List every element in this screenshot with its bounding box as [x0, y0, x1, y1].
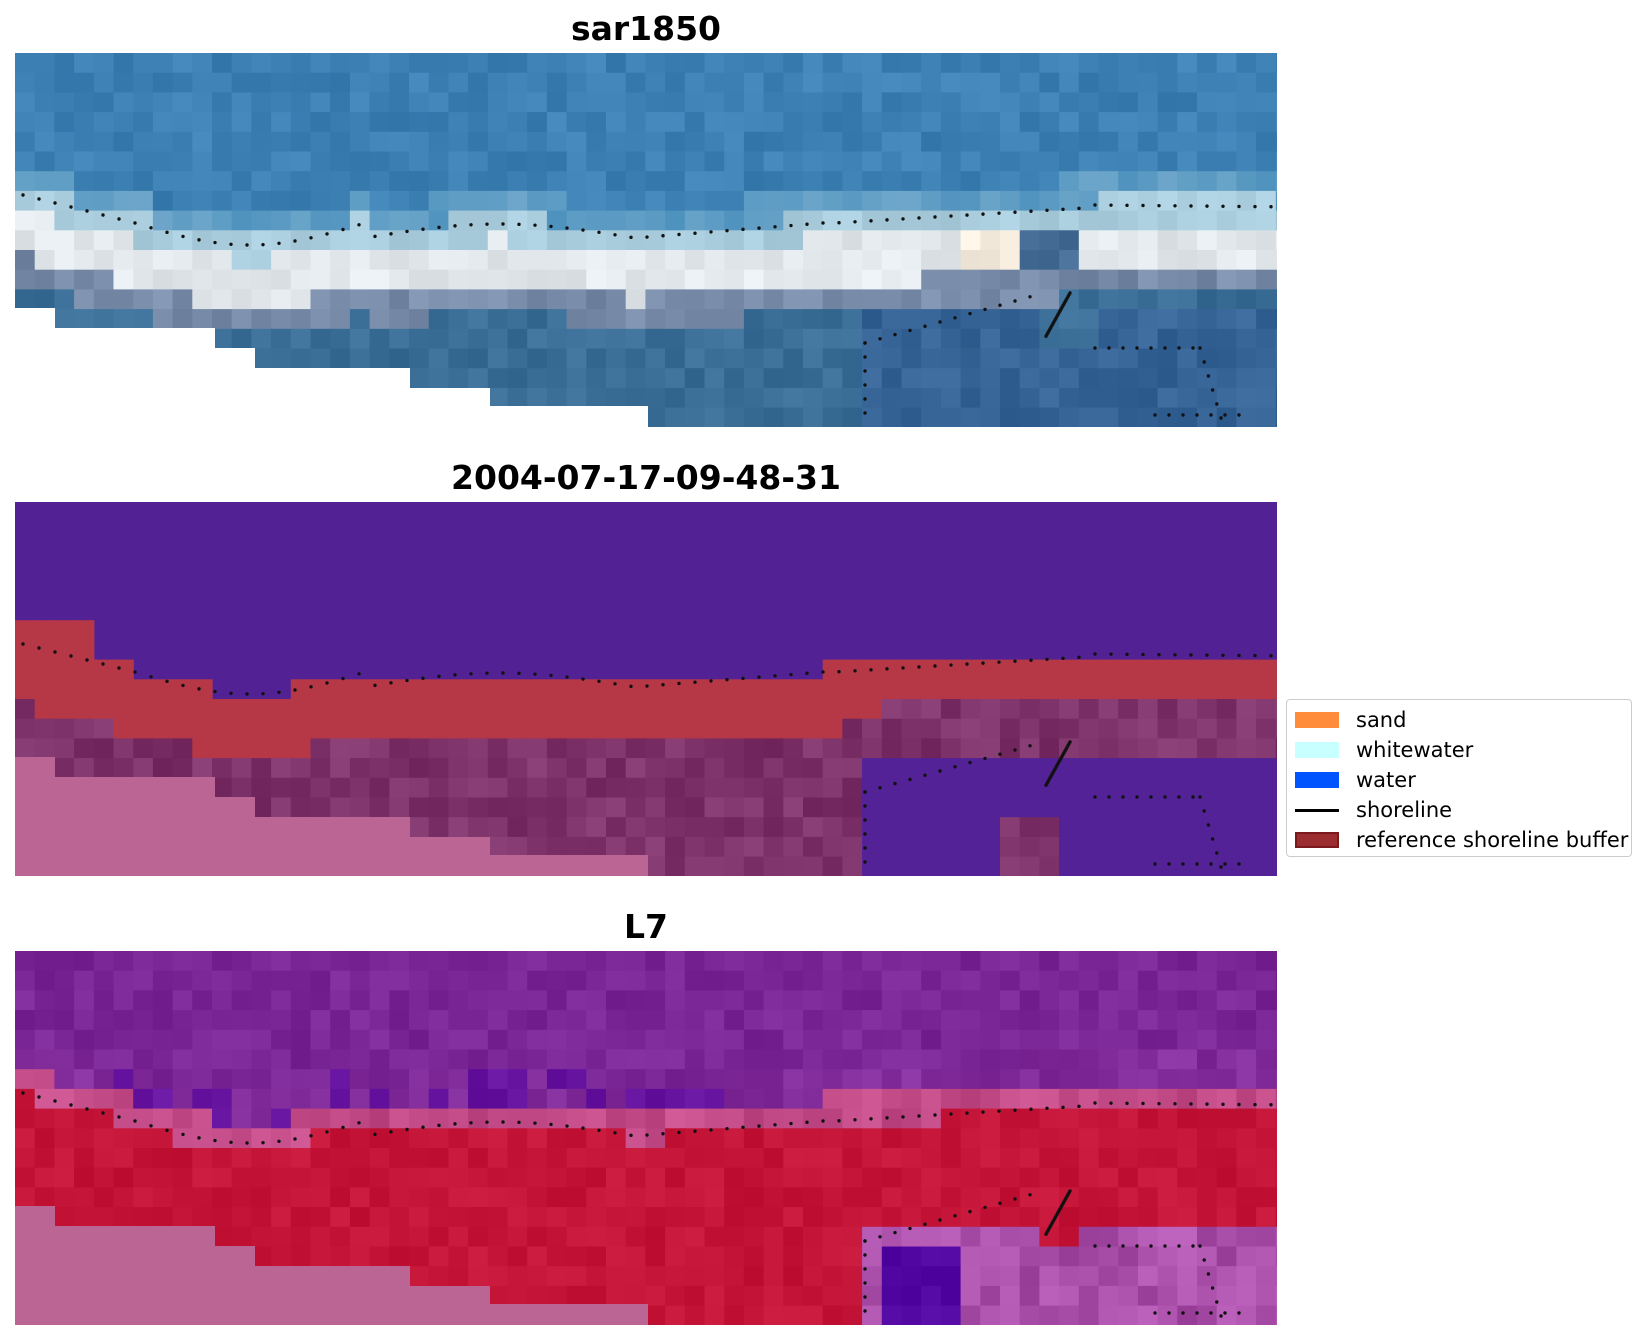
- legend-label-shoreline: shoreline: [1356, 798, 1453, 822]
- panel-title-sar1850: sar1850: [570, 9, 722, 48]
- legend-label-water: water: [1356, 768, 1416, 792]
- panel-image-rgb: [15, 53, 1277, 427]
- legend-label-whitewater: whitewater: [1356, 738, 1474, 762]
- legend-item-whitewater: whitewater: [1293, 735, 1625, 765]
- buffer-swatch: [1295, 832, 1339, 848]
- water-swatch: [1295, 772, 1339, 788]
- legend-item-buffer: reference shoreline buffer: [1293, 825, 1629, 855]
- rgb-satellite-image: [15, 53, 1277, 427]
- legend-item-shoreline: shoreline: [1293, 795, 1625, 825]
- panel-title-l7: L7: [624, 907, 668, 946]
- panel-image-classification: [15, 502, 1277, 876]
- shoreline-line-swatch: [1295, 808, 1339, 812]
- whitewater-swatch: [1295, 742, 1339, 758]
- sand-swatch: [1295, 712, 1339, 728]
- legend: sand whitewater water shoreline referenc…: [1286, 699, 1632, 857]
- legend-item-water: water: [1293, 765, 1625, 795]
- panel-image-false-color: [15, 951, 1277, 1325]
- legend-label-buffer: reference shoreline buffer: [1356, 828, 1629, 852]
- panel-title-date: 2004-07-17-09-48-31: [451, 458, 841, 497]
- legend-item-sand: sand: [1293, 705, 1625, 735]
- false-color-image: [15, 951, 1277, 1325]
- legend-label-sand: sand: [1356, 708, 1407, 732]
- classification-image: [15, 502, 1277, 876]
